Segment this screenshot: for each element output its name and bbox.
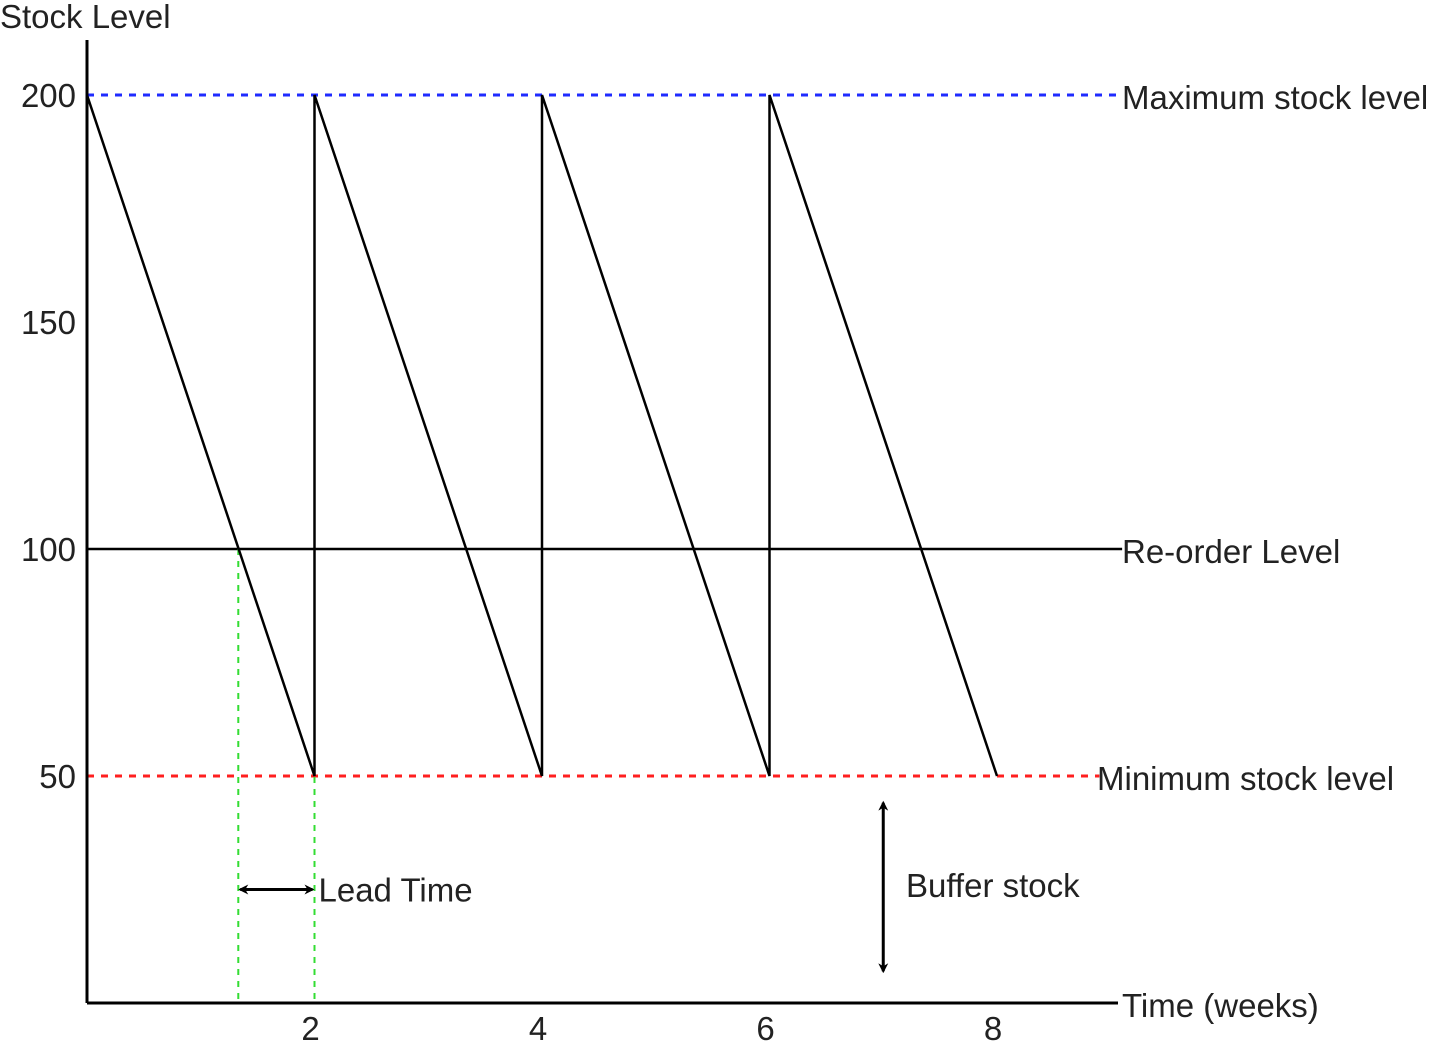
x-tick-labels: 2 4 6 8 bbox=[301, 1010, 1002, 1047]
reorder-level-label: Re-order Level bbox=[1122, 533, 1340, 570]
buffer-stock-label: Buffer stock bbox=[906, 867, 1080, 904]
y-tick-labels: 50 100 150 200 bbox=[21, 77, 76, 795]
y-axis-label: Stock Level bbox=[0, 0, 171, 35]
x-tick-label: 6 bbox=[756, 1010, 774, 1047]
y-tick-label: 200 bbox=[21, 77, 76, 114]
x-tick-label: 8 bbox=[984, 1010, 1002, 1047]
y-tick-label: 150 bbox=[21, 304, 76, 341]
x-axis-label: Time (weeks) bbox=[1122, 987, 1319, 1024]
maximum-stock-label: Maximum stock level bbox=[1122, 79, 1428, 116]
x-tick-label: 4 bbox=[529, 1010, 547, 1047]
x-tick-label: 2 bbox=[301, 1010, 319, 1047]
lead-time-label: Lead Time bbox=[319, 872, 473, 909]
stock-level-series-line bbox=[85, 94, 999, 777]
minimum-stock-label: Minimum stock level bbox=[1097, 760, 1394, 797]
y-tick-label: 100 bbox=[21, 531, 76, 568]
y-tick-label: 50 bbox=[39, 758, 76, 795]
